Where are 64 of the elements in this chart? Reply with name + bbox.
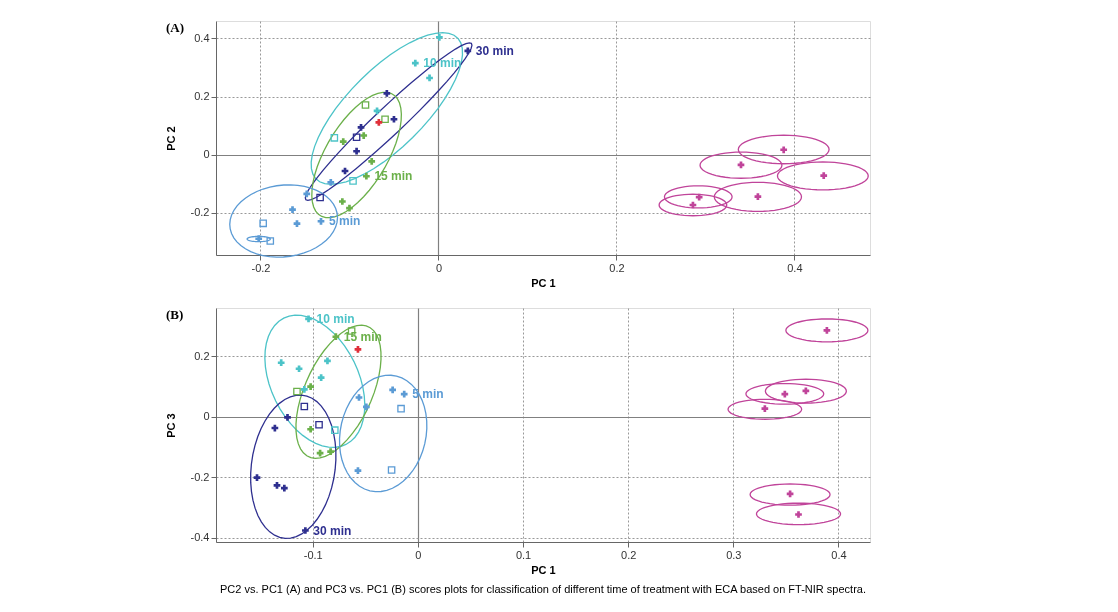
x-tick-label: 0.2 — [609, 261, 625, 274]
x-tick-label: 0 — [435, 261, 443, 274]
y-tick-label: 0.2 — [194, 90, 210, 103]
x-tick-label: 0.1 — [515, 548, 532, 561]
x-tick-label: -0.1 — [303, 548, 323, 561]
point — [387, 466, 396, 474]
x-axis-title: PC 1 — [531, 276, 556, 289]
point — [315, 420, 323, 429]
x-tick-label: 0.4 — [831, 548, 847, 561]
point — [355, 394, 363, 401]
series-label: 30 min — [313, 523, 352, 538]
x-tick-label: 0 — [415, 548, 422, 561]
text: PC2 vs. PC1 (A) and PC3 vs. PC1 (B) scores plots for classification of different time of treatment with ECA based on FT-NIR spectra. — [220, 583, 866, 595]
y-tick-label: 0 — [203, 410, 210, 423]
y-tick-label: -0.4 — [190, 531, 210, 544]
x-tick-label: 0.4 — [787, 261, 803, 274]
x-tick-label: 0.3 — [726, 548, 742, 561]
point — [305, 315, 312, 323]
point — [331, 426, 339, 434]
point — [317, 374, 325, 381]
point — [273, 482, 281, 489]
point — [300, 402, 309, 411]
series-label: 10 min — [316, 311, 355, 326]
chart-title: (A) — [166, 20, 185, 35]
point — [300, 385, 308, 393]
y-axis-title: PC 2 — [164, 126, 177, 151]
point — [397, 404, 405, 413]
point — [253, 474, 261, 481]
point — [327, 448, 334, 455]
point — [280, 484, 288, 492]
y-tick-label: -0.2 — [190, 470, 210, 483]
point — [761, 405, 769, 413]
point — [332, 333, 340, 341]
point — [780, 146, 788, 154]
point — [354, 346, 362, 353]
point — [324, 357, 331, 365]
chart-title: (B) — [166, 307, 184, 322]
point — [284, 414, 291, 421]
point — [363, 403, 370, 411]
point — [293, 387, 301, 396]
point — [400, 390, 408, 398]
y-tick-label: 0.4 — [194, 31, 210, 44]
x-axis-title: PC 1 — [531, 563, 556, 576]
point — [820, 172, 828, 179]
x-tick-label: -0.2 — [251, 261, 271, 274]
y-tick-label: 0.2 — [194, 349, 210, 362]
point — [307, 425, 314, 433]
x-tick-label: 0.2 — [621, 548, 637, 561]
point — [302, 527, 309, 534]
y-tick-label: 0 — [203, 148, 210, 161]
point — [802, 387, 810, 395]
point — [389, 386, 396, 394]
point — [781, 390, 789, 398]
y-tick-label: -0.2 — [190, 206, 210, 219]
point — [795, 511, 802, 518]
point — [695, 193, 703, 201]
series-label: 30 min — [475, 43, 514, 58]
point — [823, 327, 831, 334]
point — [307, 383, 314, 390]
point — [295, 365, 303, 373]
point — [354, 467, 362, 475]
point — [754, 193, 762, 200]
point — [277, 359, 285, 367]
y-axis-title: PC 3 — [164, 413, 177, 438]
